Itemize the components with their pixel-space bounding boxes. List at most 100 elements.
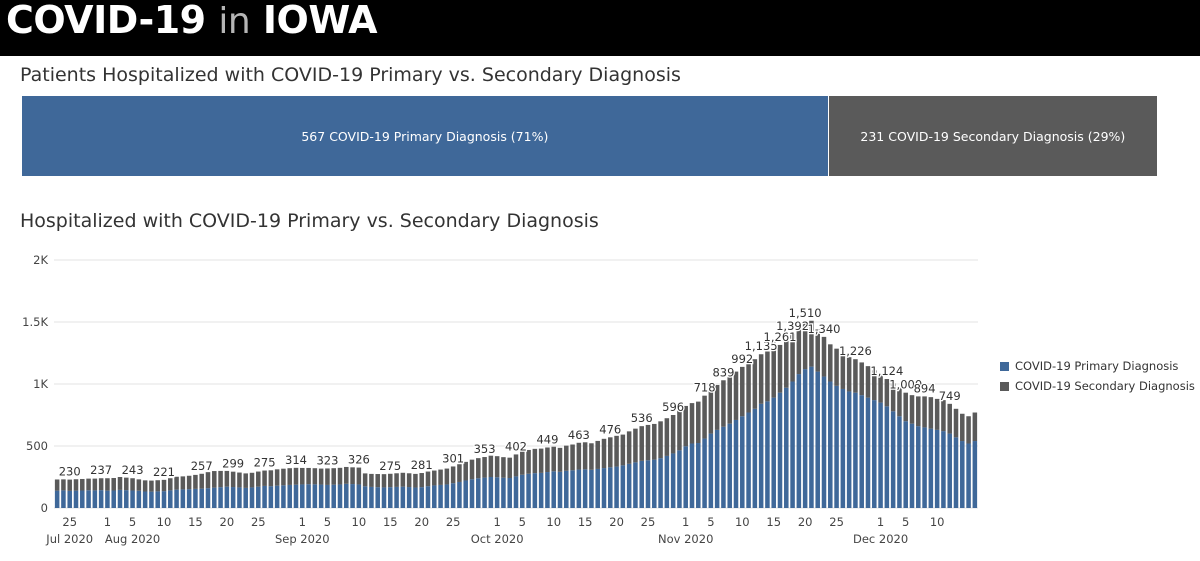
primary-diagnosis-segment[interactable]: 567 COVID-19 Primary Diagnosis (71%) xyxy=(22,96,829,176)
data-label: 1,510 xyxy=(789,306,822,320)
bar-primary xyxy=(488,477,494,508)
bar-secondary xyxy=(884,379,890,407)
bar-secondary xyxy=(325,468,330,485)
bar-secondary xyxy=(834,348,839,386)
bar-primary xyxy=(771,397,776,508)
data-label: 243 xyxy=(122,463,144,477)
bar-primary xyxy=(394,486,399,508)
x-tick-label: 10 xyxy=(735,515,750,529)
secondary-diagnosis-segment[interactable]: 231 COVID-19 Secondary Diagnosis (29%) xyxy=(828,96,1157,176)
x-tick-label: 10 xyxy=(930,515,945,529)
bar-primary xyxy=(520,474,525,508)
bar-secondary xyxy=(237,472,242,488)
x-tick-label: 5 xyxy=(519,515,526,529)
legend-item-secondary[interactable]: COVID-19 Secondary Diagnosis xyxy=(1000,376,1195,396)
bar-secondary xyxy=(306,467,311,485)
x-tick-label: 25 xyxy=(641,515,656,529)
data-label: 275 xyxy=(379,459,401,473)
data-label: 1,124 xyxy=(870,364,903,378)
x-month-label: Sep 2020 xyxy=(275,532,330,546)
bar-secondary xyxy=(86,478,91,491)
bar-secondary xyxy=(180,476,186,490)
bar-secondary xyxy=(488,455,494,477)
x-tick-label: 20 xyxy=(609,515,624,529)
bar-secondary xyxy=(740,366,745,417)
x-tick-label: 25 xyxy=(251,515,266,529)
bar-primary xyxy=(369,486,374,508)
summary-proportion-bar: 567 COVID-19 Primary Diagnosis (71%) 231… xyxy=(22,96,1157,176)
bar-primary xyxy=(331,484,336,508)
bar-secondary xyxy=(620,434,626,466)
bar-secondary xyxy=(645,424,651,461)
brand-logo: COVID-19 in IOWA xyxy=(6,0,377,42)
bar-primary xyxy=(142,491,148,508)
bar-secondary xyxy=(815,329,820,372)
data-label: 314 xyxy=(285,453,307,467)
bar-primary xyxy=(532,473,538,508)
bar-primary xyxy=(928,428,934,508)
x-tick-label: 15 xyxy=(188,515,203,529)
bar-primary xyxy=(828,381,833,508)
bar-secondary xyxy=(243,473,248,488)
data-label: 718 xyxy=(694,381,716,395)
bar-primary xyxy=(54,490,60,508)
bar-secondary xyxy=(551,446,556,472)
legend-item-primary[interactable]: COVID-19 Primary Diagnosis xyxy=(1000,356,1195,376)
legend-label-primary: COVID-19 Primary Diagnosis xyxy=(1015,359,1179,373)
bar-primary xyxy=(406,487,412,508)
bar-secondary xyxy=(142,480,148,492)
bar-secondary xyxy=(463,461,468,481)
bar-primary xyxy=(300,484,305,508)
bar-primary xyxy=(608,467,613,508)
data-label: 1,261 xyxy=(764,330,797,344)
bar-secondary xyxy=(111,477,116,491)
bar-secondary xyxy=(809,320,814,367)
bar-primary xyxy=(463,480,468,508)
data-label: 839 xyxy=(712,365,734,379)
bar-primary xyxy=(664,455,670,508)
bar-secondary xyxy=(494,456,500,478)
bar-primary xyxy=(677,450,682,508)
bar-secondary xyxy=(890,383,896,412)
bar-primary xyxy=(733,419,739,508)
bar-secondary xyxy=(702,395,707,439)
bar-secondary xyxy=(438,469,443,485)
data-label: 237 xyxy=(90,463,112,477)
bar-primary xyxy=(790,381,795,508)
bar-primary xyxy=(450,483,456,508)
bar-secondary xyxy=(564,445,569,471)
bar-primary xyxy=(670,453,676,508)
bar-secondary xyxy=(61,479,66,491)
data-label: 992 xyxy=(731,352,753,366)
bar-primary xyxy=(237,487,242,508)
bar-primary xyxy=(727,423,732,508)
bar-primary xyxy=(149,491,154,508)
bar-secondary xyxy=(80,478,85,491)
bar-primary xyxy=(469,479,475,508)
x-month-label: Jul 2020 xyxy=(45,532,93,546)
bar-secondary xyxy=(54,479,60,491)
bar-secondary xyxy=(344,466,349,484)
bar-primary xyxy=(281,485,286,508)
data-label: 536 xyxy=(631,411,653,425)
x-tick-label: 20 xyxy=(414,515,429,529)
bar-secondary xyxy=(878,374,883,403)
bar-primary xyxy=(438,484,443,508)
x-tick-label: 5 xyxy=(324,515,331,529)
x-tick-label: 1 xyxy=(104,515,111,529)
bar-primary xyxy=(834,385,839,508)
x-tick-label: 5 xyxy=(902,515,909,529)
bar-secondary xyxy=(733,371,739,420)
bar-secondary xyxy=(193,474,198,489)
bar-secondary xyxy=(576,442,582,470)
bar-primary xyxy=(73,490,79,508)
bar-secondary xyxy=(903,392,908,422)
bar-secondary xyxy=(696,401,701,444)
bar-secondary xyxy=(846,357,852,392)
bar-primary xyxy=(689,443,695,508)
x-tick-label: 15 xyxy=(766,515,781,529)
bar-secondary xyxy=(966,416,971,444)
bar-secondary xyxy=(765,351,770,402)
bar-primary xyxy=(476,478,481,508)
bar-primary xyxy=(746,412,751,508)
